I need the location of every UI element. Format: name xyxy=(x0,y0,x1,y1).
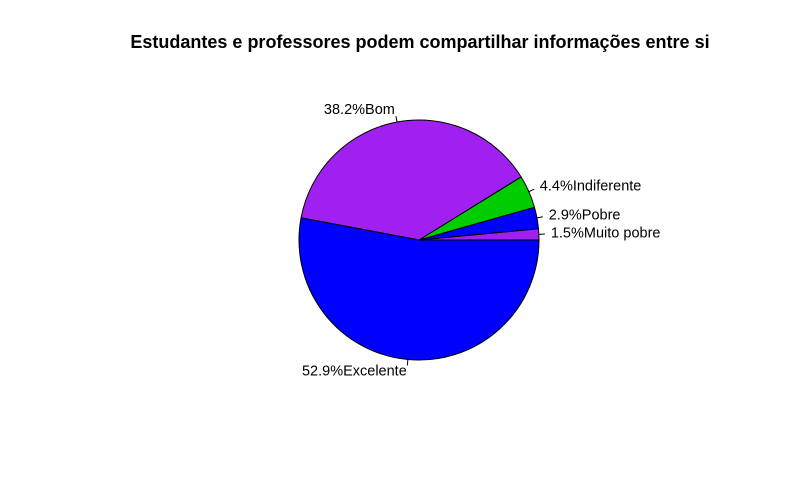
pie-label-bom: 38.2%Bom xyxy=(324,102,395,118)
pie-label-indiferente: 4.4%Indiferente xyxy=(540,179,642,195)
pie-leader-lines xyxy=(395,116,545,366)
pie-labels: 1.5%Muito pobre 2.9%Pobre 4.4%Indiferente 3… xyxy=(302,102,661,379)
pie-leader-pobre xyxy=(536,216,543,219)
pie-label-pobre: 2.9%Pobre xyxy=(549,207,621,223)
pie-label-muito-pobre: 1.5%Muito pobre xyxy=(551,226,661,242)
pie-label-excelente: 52.9%Excelente xyxy=(302,363,407,379)
chart-title: Estudantes e professores podem compartil… xyxy=(130,32,709,52)
pie-leader-indiferente xyxy=(528,188,535,193)
pie-slices xyxy=(298,119,540,361)
pie-leader-bom xyxy=(395,116,398,123)
pie-leader-excelente xyxy=(406,359,409,366)
pie-slice-bom xyxy=(300,119,522,241)
